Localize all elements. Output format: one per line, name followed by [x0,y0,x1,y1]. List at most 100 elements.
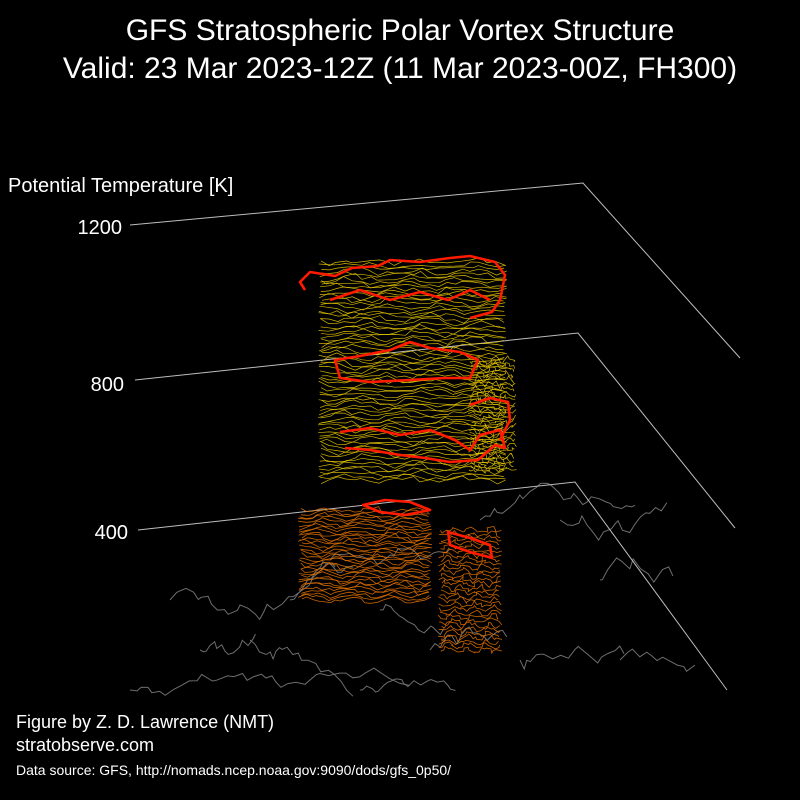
isentropic-contour [470,422,517,432]
isentropic-contour [300,527,432,536]
isentropic-contour [437,613,499,620]
isentropic-contour [441,621,501,630]
isentropic-contour [468,379,516,390]
isentropic-contour [438,559,502,567]
isentropic-contour [321,371,504,379]
isentropic-contour [298,585,432,593]
isentropic-contour [300,549,431,558]
vortex-edge-contour [469,396,512,441]
isentropic-contour [298,515,429,522]
coastline-segment [359,678,456,693]
coastline-segment [599,557,674,583]
isentropic-contour [318,308,505,316]
data-source: Data source: GFS, http://nomads.ncep.noa… [16,762,452,778]
isentropic-contour [318,261,506,269]
vortex-edge-contour [446,530,494,560]
z-tick-800: 800 [90,374,124,396]
theta-level-line-800 [134,332,736,529]
isentropic-contour [441,583,502,593]
isentropic-contour [297,593,430,601]
isentropic-contour [319,270,505,279]
isentropic-contour [318,365,507,374]
chart-subtitle: Valid: 23 Mar 2023-12Z (11 Mar 2023-00Z,… [62,52,738,85]
coastline-segment [619,648,696,673]
isentropic-contour [300,563,429,571]
isentropic-contour [439,617,503,626]
isentropic-contour [319,368,506,377]
isentropic-contour [320,403,506,412]
vortex-edge-contour [298,254,507,320]
isentropic-contour [320,315,504,324]
isentropic-contour [320,330,504,339]
isentropic-contour [440,533,502,543]
isentropic-contour [318,343,504,352]
isentropic-contour [318,427,507,437]
vortex-edge-contour [339,426,507,464]
isentropic-contour [439,591,500,601]
isentropic-contour [298,582,431,591]
isentropic-contour [319,387,507,396]
isentropic-contour [319,435,508,443]
upper-vortex-contours [317,257,517,485]
isentropic-contour [298,525,432,533]
isentropic-contour [321,397,507,405]
isentropic-contour [318,406,506,416]
isentropic-contour [439,608,501,617]
isentropic-contour [320,298,504,308]
coastline-segment [289,560,354,601]
coastline-segment [249,639,354,697]
isentropic-contour [470,461,514,470]
isentropic-contour [438,599,502,608]
isentropic-contour [319,282,507,291]
isentropic-contour [470,360,515,369]
isentropic-contour [469,369,514,380]
chart-title: GFS Stratospheric Polar Vortex Structure [125,14,675,47]
isentropic-contour [301,596,432,604]
isentropic-contour [470,365,515,373]
isentropic-contour [320,475,506,485]
isentropic-contour [441,578,501,588]
isentropic-contour [440,645,502,655]
isentropic-contour [439,566,500,576]
coastline-segment [429,626,508,651]
isentropic-contour [320,412,507,421]
isentropic-contour [318,469,504,478]
isentropic-contour [468,465,517,474]
isentropic-contour [438,575,501,585]
isentropic-contour [441,548,503,555]
isentropic-contour [321,295,507,304]
isentropic-contour [440,571,500,580]
isentropic-contour [467,408,517,417]
isentropic-contour [438,596,499,605]
isentropic-contour [300,547,429,555]
isentropic-contour [438,641,500,650]
z-axis-label: Potential Temperature [K] [8,175,234,197]
isentropic-contour [318,324,506,332]
vortex-edge-contour [329,288,491,302]
isentropic-contour [301,588,429,596]
isentropic-contour [471,388,516,398]
isentropic-contour [301,542,432,549]
coastline-segment [559,502,668,542]
isentropic-contour [441,563,500,571]
theta-axes [129,182,741,691]
isentropic-contour [468,374,515,384]
z-tick-1200: 1200 [77,217,123,239]
isentropic-contour [298,568,429,577]
isentropic-contour [321,334,507,343]
isentropic-contour [319,292,507,301]
isentropic-contour [318,422,505,431]
isentropic-contour [321,280,505,289]
isentropic-contour [318,460,505,469]
isentropic-contour [320,346,505,355]
isentropic-contour [300,506,429,514]
isentropic-contour [300,579,430,587]
isentropic-contour [318,380,507,389]
isentropic-contour [320,359,506,368]
isentropic-contour [320,320,506,330]
isentropic-contour [300,509,430,516]
isentropic-contour [320,327,506,335]
isentropic-contour [300,560,430,569]
isentropic-contour [441,633,503,642]
isentropic-contour [298,576,432,585]
